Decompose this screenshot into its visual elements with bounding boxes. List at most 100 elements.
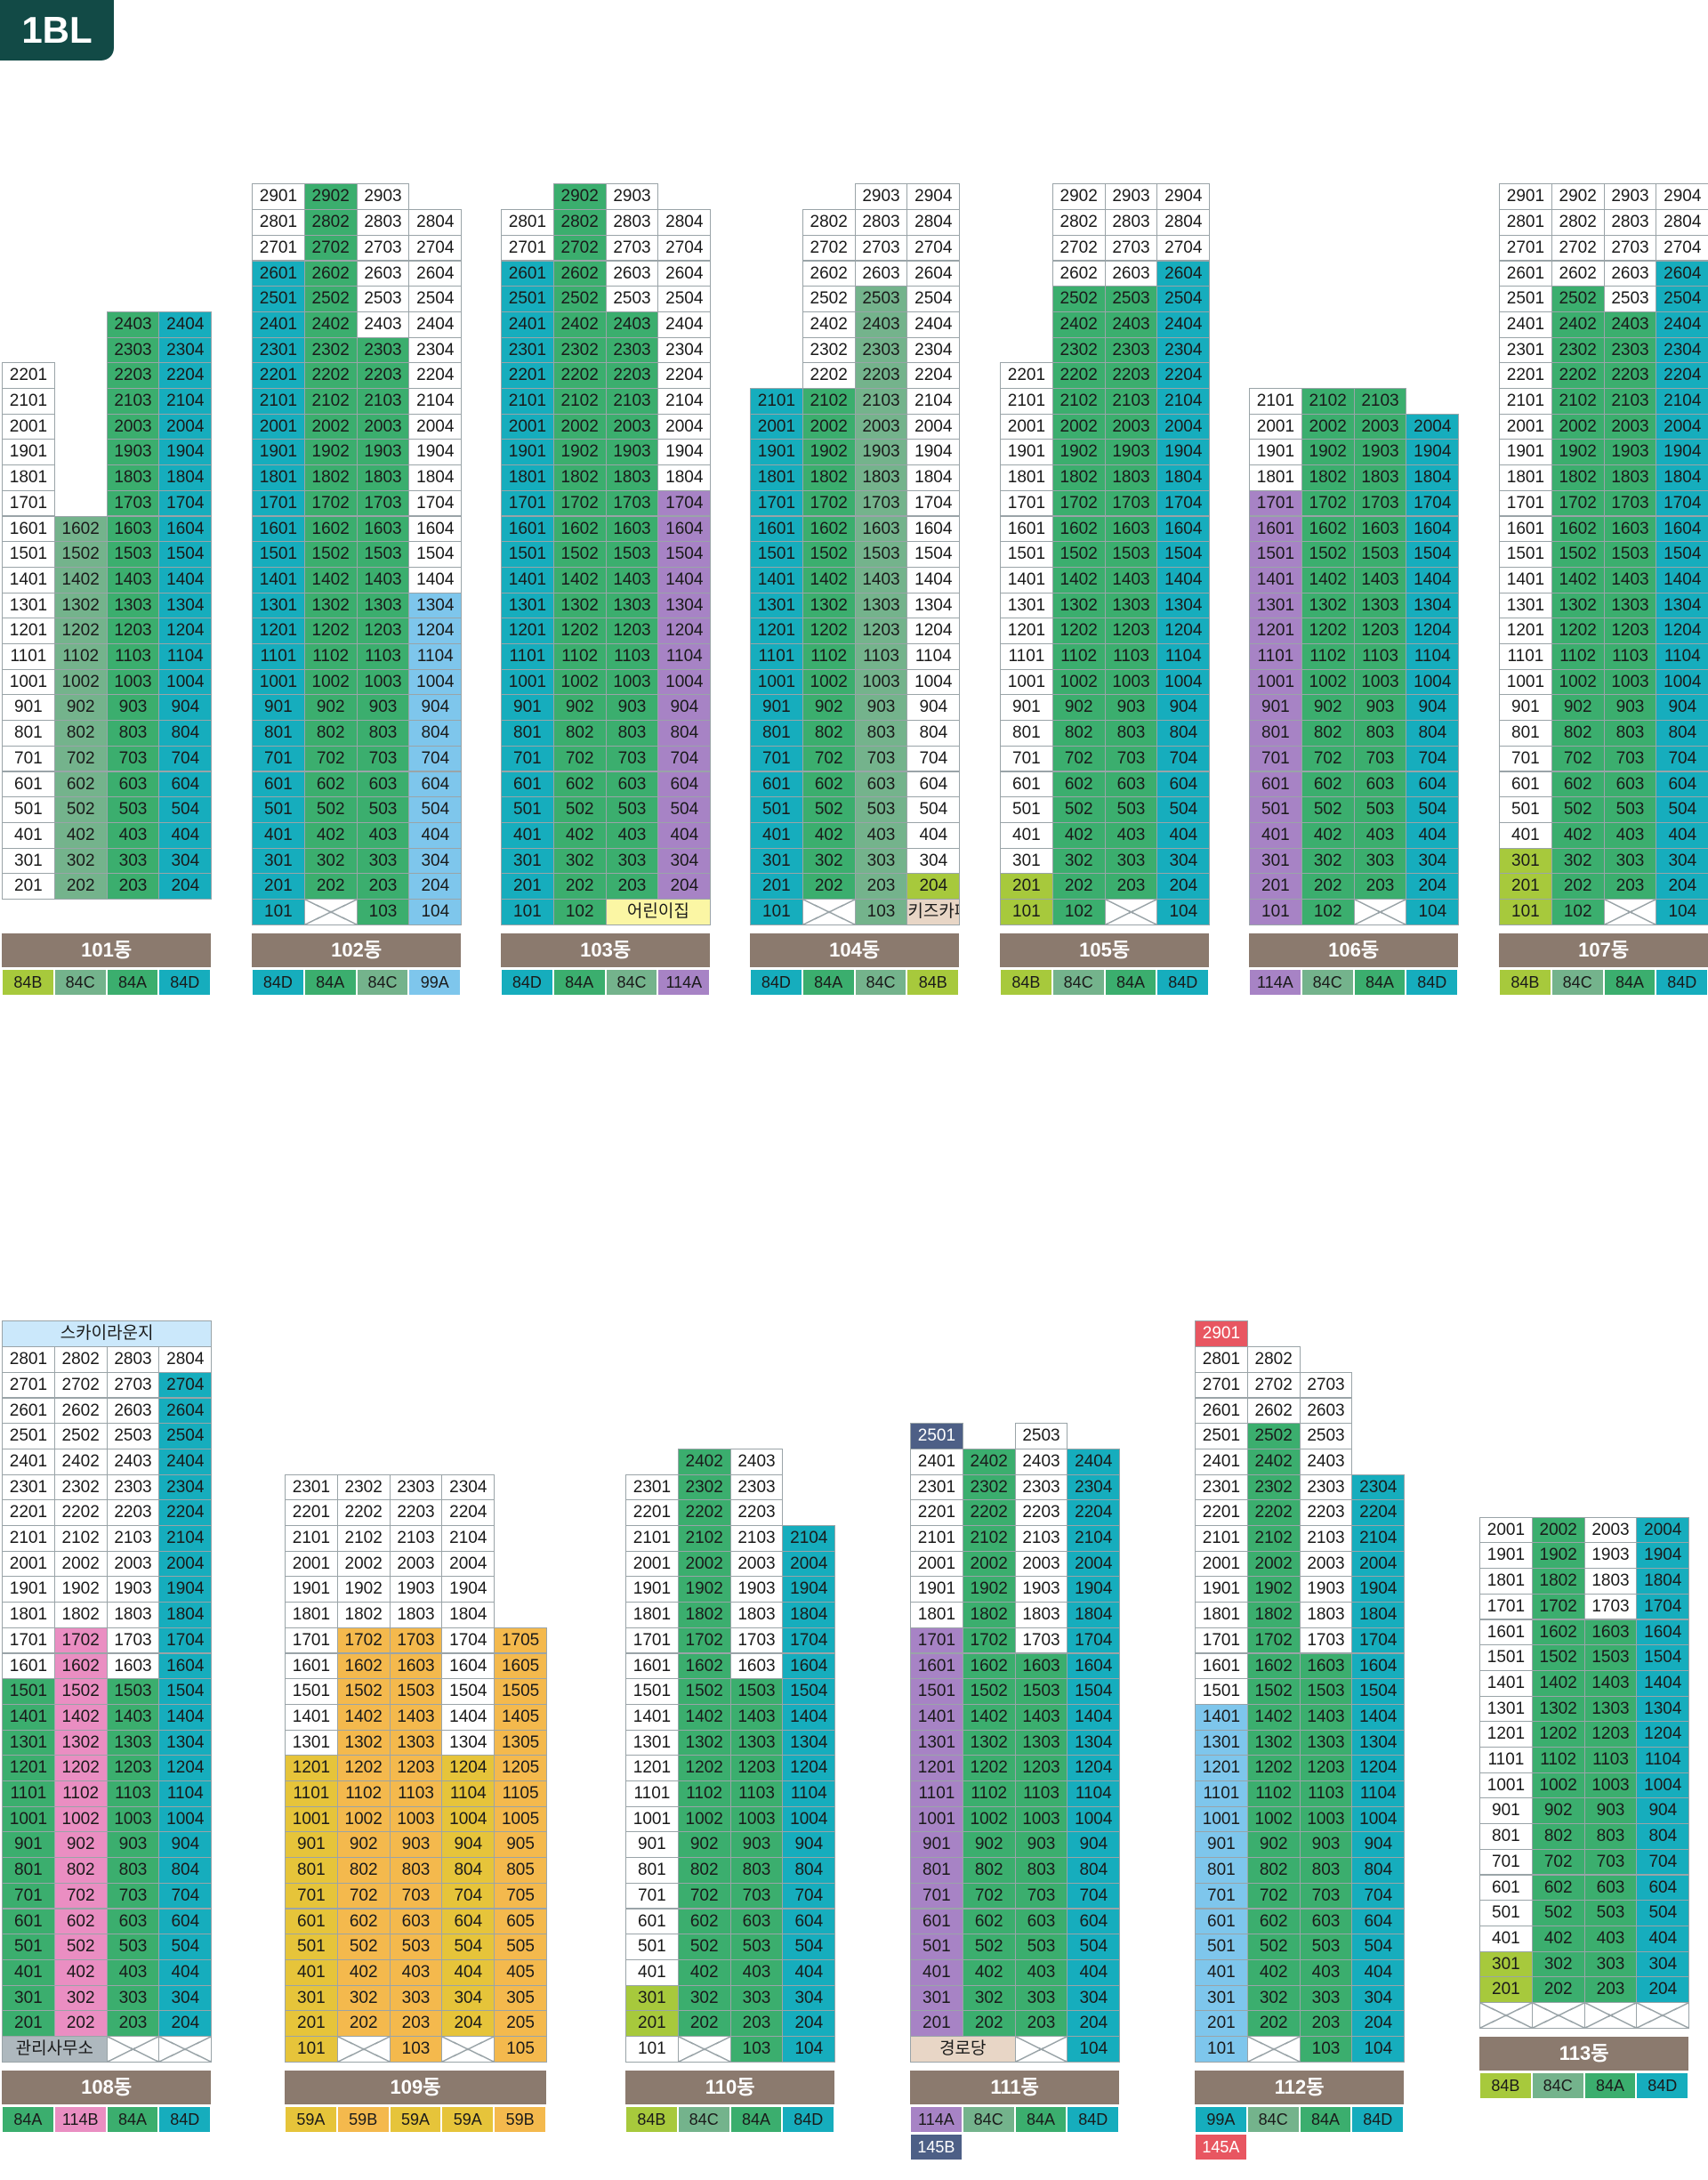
unit-cell[interactable]: 1103: [854, 643, 908, 670]
unit-cell[interactable]: 1702: [1246, 1627, 1301, 1654]
unit-cell[interactable]: 601: [252, 771, 305, 798]
unit-cell[interactable]: 702: [1301, 745, 1355, 772]
unit-cell[interactable]: 1002: [1531, 1772, 1585, 1799]
unit-cell[interactable]: 501: [252, 796, 305, 823]
unit-cell[interactable]: 2503: [605, 286, 659, 312]
unit-cell[interactable]: 1801: [501, 464, 554, 491]
building-label[interactable]: 112동: [1195, 2070, 1405, 2104]
unit-cell[interactable]: 2503: [1603, 286, 1657, 312]
unit-cell[interactable]: 2201: [285, 1499, 338, 1526]
unit-cell[interactable]: 1101: [910, 1780, 963, 1807]
unit-cell[interactable]: 1802: [1301, 464, 1355, 491]
unit-cell[interactable]: 203: [106, 873, 160, 900]
unit-cell[interactable]: 2104: [158, 388, 213, 415]
unit-cell[interactable]: 901: [1249, 694, 1302, 722]
unit-cell[interactable]: 2301: [501, 336, 554, 364]
unit-cell[interactable]: 301: [625, 1984, 679, 2012]
unit-cell[interactable]: 1804: [1636, 1568, 1690, 1595]
unit-cell[interactable]: 2304: [906, 336, 961, 364]
unit-cell[interactable]: 703: [854, 745, 908, 772]
unit-cell[interactable]: 501: [910, 1934, 963, 1960]
unit-cell[interactable]: 701: [1479, 1848, 1533, 1876]
unit-cell[interactable]: 2001: [252, 413, 305, 440]
unit-cell[interactable]: 1303: [1603, 592, 1657, 619]
unit-cell[interactable]: 2802: [1551, 209, 1605, 236]
unit-cell[interactable]: 203: [1603, 873, 1657, 900]
unit-cell[interactable]: 1404: [1351, 1703, 1406, 1731]
unit-cell[interactable]: 1804: [408, 464, 463, 491]
unit-cell[interactable]: 1002: [552, 668, 607, 696]
unit-cell[interactable]: 2502: [303, 286, 358, 312]
unit-cell[interactable]: 2104: [1351, 1525, 1406, 1552]
unit-cell[interactable]: 1103: [1353, 643, 1407, 670]
unit-cell[interactable]: 1504: [782, 1678, 836, 1705]
unit-cell[interactable]: 804: [782, 1857, 836, 1884]
unit-cell[interactable]: 1003: [1014, 1805, 1068, 1833]
unit-cell[interactable]: 201: [252, 873, 305, 900]
unit-cell[interactable]: 2401: [252, 311, 305, 338]
unit-cell[interactable]: 1102: [677, 1780, 731, 1807]
unit-cell[interactable]: 2404: [408, 311, 463, 338]
unit-cell[interactable]: 1204: [408, 618, 463, 644]
unit-cell[interactable]: 2001: [750, 413, 803, 440]
unit-cell[interactable]: 1702: [962, 1627, 1016, 1654]
unit-cell[interactable]: 804: [441, 1857, 495, 1884]
unit-cell[interactable]: 701: [625, 1882, 679, 1910]
unit-cell[interactable]: 804: [1636, 1823, 1690, 1850]
unit-cell[interactable]: 2404: [657, 311, 712, 338]
unit-cell[interactable]: 2701: [1195, 1371, 1248, 1399]
unit-cell[interactable]: 1201: [2, 1755, 55, 1781]
unit-cell[interactable]: 2601: [1195, 1397, 1248, 1425]
unit-cell[interactable]: 1202: [552, 618, 607, 644]
unit-cell[interactable]: 1602: [677, 1652, 731, 1680]
unit-cell[interactable]: 803: [1603, 720, 1657, 747]
unit-cell[interactable]: 1801: [625, 1602, 679, 1628]
unit-cell[interactable]: 601: [1249, 771, 1302, 798]
unit-cell[interactable]: 304: [1406, 847, 1460, 875]
unit-cell[interactable]: 1605: [494, 1652, 547, 1680]
unit-cell[interactable]: 1004: [1636, 1772, 1690, 1799]
unit-cell[interactable]: 1304: [657, 592, 712, 619]
unit-cell[interactable]: 501: [1249, 796, 1302, 823]
building-label[interactable]: 109동: [285, 2070, 546, 2104]
unit-cell[interactable]: 1304: [158, 1729, 213, 1756]
unit-cell[interactable]: 201: [910, 2010, 963, 2037]
unit-cell[interactable]: 2002: [962, 1550, 1016, 1578]
unit-cell[interactable]: 1502: [53, 1678, 108, 1705]
unit-cell[interactable]: 1603: [1603, 515, 1657, 543]
unit-cell[interactable]: 2504: [1156, 286, 1211, 312]
unit-cell[interactable]: 404: [782, 1958, 836, 1986]
unit-cell[interactable]: 1702: [677, 1627, 731, 1654]
unit-cell[interactable]: 1203: [1583, 1721, 1638, 1748]
unit-cell[interactable]: 402: [1246, 1958, 1301, 1986]
unit-cell[interactable]: 1904: [657, 439, 712, 466]
unit-cell[interactable]: 704: [408, 745, 463, 772]
unit-cell[interactable]: 1804: [1351, 1602, 1406, 1628]
unit-cell[interactable]: 1904: [782, 1576, 836, 1603]
unit-cell[interactable]: 2803: [106, 1346, 160, 1373]
unit-cell[interactable]: 2002: [303, 413, 358, 440]
unit-cell[interactable]: 902: [1246, 1831, 1301, 1859]
unit-cell[interactable]: 1304: [782, 1729, 836, 1756]
unit-cell[interactable]: 2303: [1104, 336, 1158, 364]
unit-cell[interactable]: 1404: [1156, 566, 1211, 593]
unit-cell[interactable]: 703: [1014, 1882, 1068, 1910]
unit-cell[interactable]: 2303: [854, 336, 908, 364]
unit-cell[interactable]: 502: [1531, 1900, 1585, 1926]
unit-cell[interactable]: 2604: [657, 260, 712, 287]
unit-cell[interactable]: 1902: [802, 439, 856, 466]
unit-cell[interactable]: 1302: [677, 1729, 731, 1756]
unit-cell[interactable]: 503: [605, 796, 659, 823]
unit-cell[interactable]: 1804: [906, 464, 961, 491]
unit-cell[interactable]: 703: [1299, 1882, 1353, 1910]
unit-cell[interactable]: 1903: [1583, 1542, 1638, 1570]
unit-cell[interactable]: 1503: [1603, 541, 1657, 568]
unit-cell[interactable]: 2504: [408, 286, 463, 312]
unit-cell[interactable]: 1504: [906, 541, 961, 568]
unit-cell[interactable]: 302: [1246, 1984, 1301, 2012]
unit-cell[interactable]: 1001: [501, 668, 554, 696]
unit-cell[interactable]: 1404: [158, 566, 213, 593]
unit-cell[interactable]: 1004: [1156, 668, 1211, 696]
unit-cell[interactable]: 1301: [2, 1729, 55, 1756]
unit-cell[interactable]: 2204: [1156, 362, 1211, 389]
